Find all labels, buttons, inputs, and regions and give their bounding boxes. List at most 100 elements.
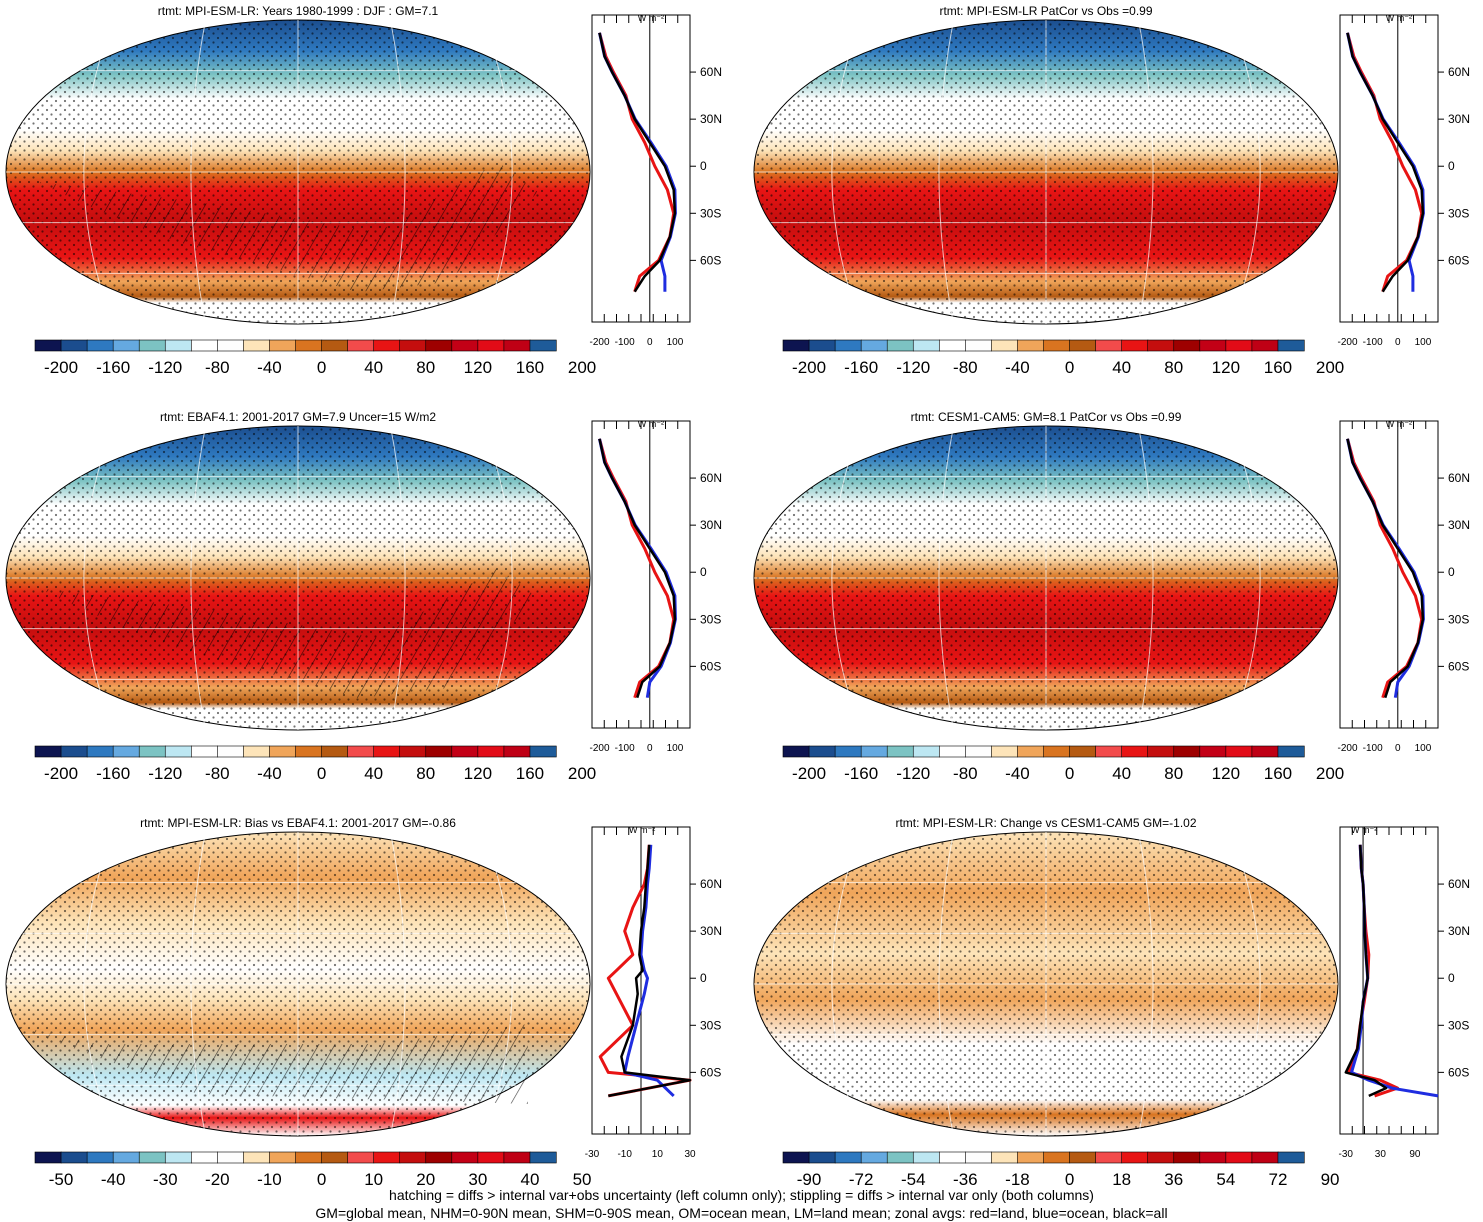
colorbar-segment [477,745,505,758]
colorbar-tick-label: -50 [49,1170,74,1189]
map-hatching [8,1024,528,1104]
colorbar-segment [938,745,966,758]
colorbar-tick-label: 200 [568,764,596,783]
colorbar-tick-label: -40 [1005,358,1030,377]
colorbar-tick-label: -30 [153,1170,178,1189]
zonal-x-label: 0 [647,337,653,348]
panel-title: rtmt: CESM1-CAM5: GM=8.1 PatCor vs Obs =… [911,410,1182,424]
colorbar-segment [191,339,218,352]
zonal-lat-label: 60S [1448,253,1469,267]
footnote-line-1: hatching = diffs > internal var+obs unce… [389,1187,1094,1203]
colorbar-segment [1199,1151,1227,1164]
colorbar-segment [243,339,271,352]
zonal-unit: W m⁻² [1386,13,1412,23]
colorbar-tick-label: 50 [573,1170,592,1189]
zonal-x-label: -100 [1363,337,1383,348]
colorbar-segment [295,745,323,758]
colorbar-segment [991,745,1019,758]
zonal-x-label: 100 [667,743,684,754]
colorbar-segment [425,339,453,352]
colorbar-segment [34,1151,62,1164]
colorbar-segment [269,745,297,758]
colorbar-segment [477,339,505,352]
zonal-unit: W m⁻² [1351,825,1377,835]
colorbar-tick-label: 10 [364,1170,383,1189]
colorbar-tick-label: 40 [1112,764,1131,783]
zonal-x-label: 100 [1415,337,1432,348]
zonal-lat-label: 30S [700,1018,721,1032]
zonal-line-all [1346,32,1425,293]
zonal-x-label: -200 [1338,337,1358,348]
colorbar-tick-label: 40 [1112,358,1131,377]
colorbar-tick-label: -40 [257,358,282,377]
zonal-line-ocean [1350,844,1439,1098]
colorbar-tick-label: -200 [44,764,78,783]
colorbar-segment [1121,339,1149,352]
panel-title: rtmt: EBAF4.1: 2001-2017 GM=7.9 Uncer=15… [160,410,436,424]
colorbar-segment [886,1151,914,1164]
colorbar-segment [425,1151,453,1164]
zonal-lat-label: 0 [700,971,707,985]
colorbar-segment [782,339,810,352]
zonal-unit: W m⁻² [638,13,664,23]
colorbar-segment [1095,1151,1123,1164]
colorbar-tick-label: -160 [844,764,878,783]
zonal-lat-label: 60N [1448,877,1470,891]
colorbar-tick-label: 0 [1065,764,1074,783]
zonal-x-label: -100 [615,337,635,348]
colorbar-tick-label: 120 [464,358,492,377]
panel-title: rtmt: MPI-ESM-LR PatCor vs Obs =0.99 [939,4,1152,18]
colorbar-tick-label: 120 [1212,764,1240,783]
zonal-lat-label: 30S [700,206,721,220]
colorbar-segment [860,745,888,758]
colorbar-tick-label: 160 [516,764,544,783]
colorbar-segment [991,1151,1019,1164]
zonal-lat-label: 60N [1448,65,1470,79]
colorbar-segment [164,1151,192,1164]
colorbar-segment [1225,745,1253,758]
colorbar-segment [938,339,966,352]
colorbar-segment [860,339,888,352]
colorbar-segment [808,1151,836,1164]
zonal-lat-label: 60N [700,877,722,891]
colorbar-tick-label: -40 [1005,764,1030,783]
colorbar-segment [965,339,992,352]
zonal-x-label: -30 [585,1149,600,1160]
zonal-line-land [598,844,692,1098]
colorbar-segment [1147,339,1175,352]
colorbar-segment [938,1151,966,1164]
colorbar-segment [912,339,940,352]
colorbar-segment [808,339,836,352]
zonal-x-label: -200 [590,337,610,348]
colorbar-segment [1173,1151,1201,1164]
colorbar-segment [1199,745,1227,758]
colorbar-segment [399,339,427,352]
colorbar-segment [451,745,479,758]
colorbar-tick-label: 80 [1164,764,1183,783]
colorbar-tick-label: 120 [464,764,492,783]
colorbar-segment [295,339,323,352]
colorbar-segment [451,1151,479,1164]
colorbar-segment [269,1151,297,1164]
zonal-x-label: -200 [590,743,610,754]
colorbar-tick-label: -54 [901,1170,926,1189]
zonal-lat-label: 60N [700,65,722,79]
zonal-x-label: 100 [1415,743,1432,754]
colorbar-segment [886,339,914,352]
colorbar-segment [243,1151,271,1164]
colorbar-segment [1017,1151,1045,1164]
colorbar-tick-label: 120 [1212,358,1240,377]
zonal-line-all [608,844,692,1098]
zonal-line-all [598,32,677,293]
zonal-lat-label: 30N [700,924,722,938]
colorbar-segment [347,745,375,758]
colorbar-segment [1043,745,1071,758]
zonal-x-label: 0 [1395,743,1401,754]
zonal-lat-label: 0 [700,159,707,173]
colorbar-segment [834,745,862,758]
colorbar-segment [112,745,140,758]
colorbar-segment [321,745,349,758]
colorbar-segment [1251,1151,1279,1164]
colorbar-segment [1147,745,1175,758]
colorbar-segment [138,745,166,758]
